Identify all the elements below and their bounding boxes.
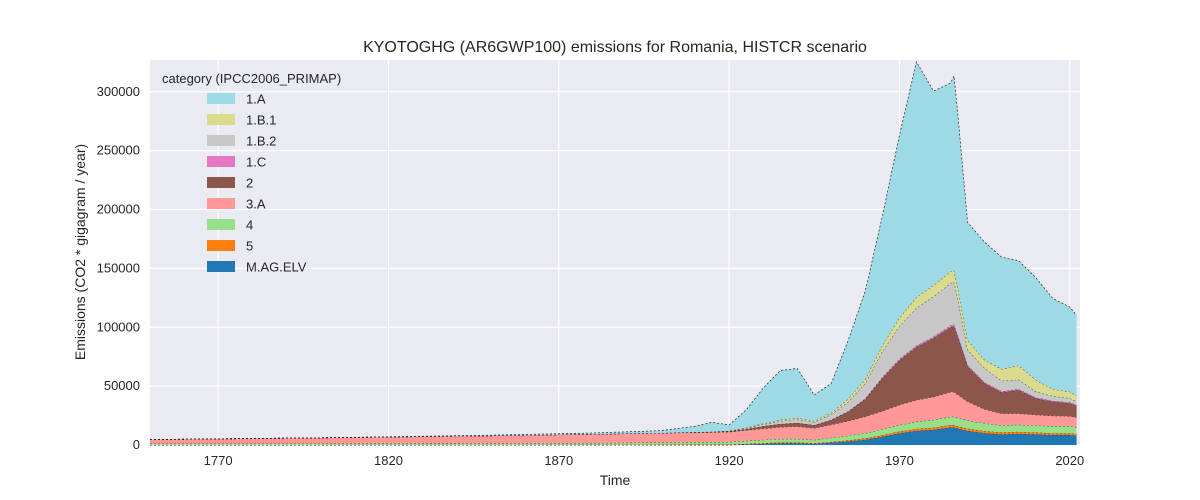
legend-swatch-1-b-2 [207, 135, 235, 146]
area-3-a [150, 392, 1077, 444]
y-tick-label: 300000 [97, 84, 140, 99]
x-tick-label: 1820 [374, 453, 403, 468]
area-edge-1-b-1 [149, 269, 1077, 440]
stacked-areas [149, 60, 1077, 446]
legend-label-3-a: 3.A [246, 197, 266, 212]
legend-label-4: 4 [246, 218, 253, 233]
legend-swatch-1-b-1 [207, 114, 235, 125]
x-axis-label: Time [600, 472, 631, 488]
legend-swatch-1-a [207, 93, 235, 104]
legend-swatch-3-a [207, 198, 235, 209]
legend-label-1-c: 1.C [246, 155, 266, 170]
legend-label-2: 2 [246, 176, 253, 191]
legend-label-1-b-2: 1.B.2 [246, 134, 276, 149]
area-4 [150, 416, 1077, 445]
legend: category (IPCC2006_PRIMAP) 1.A 1.B.1 1.B.2… [162, 71, 341, 275]
legend-swatch-m-ag-elv [207, 261, 235, 272]
area-2 [150, 326, 1077, 440]
y-tick-label: 150000 [97, 260, 140, 275]
area-1-b-2 [150, 282, 1077, 440]
legend-title: category (IPCC2006_PRIMAP) [162, 71, 341, 86]
x-tick-label: 2020 [1055, 453, 1084, 468]
x-tick-label: 1770 [204, 453, 233, 468]
x-tick-label: 1870 [544, 453, 573, 468]
y-tick-label: 100000 [97, 319, 140, 334]
legend-swatch-1-c [207, 156, 235, 167]
legend-label-1-b-1: 1.B.1 [246, 113, 276, 128]
legend-label-5: 5 [246, 239, 253, 254]
y-axis-label: Emissions (CO2 * gigagram / year) [72, 144, 88, 360]
y-tick-label: 250000 [97, 143, 140, 158]
area-1-a [150, 61, 1077, 440]
y-tick-label: 200000 [97, 202, 140, 217]
area-edge-1-a [149, 60, 1077, 440]
legend-label-m-ag-elv: M.AG.ELV [246, 260, 307, 275]
area-m-ag-elv [150, 427, 1077, 445]
x-tick-label: 1920 [715, 453, 744, 468]
legend-swatch-4 [207, 219, 235, 230]
chart-title: KYOTOGHG (AR6GWP100) emissions for Roman… [363, 39, 867, 56]
legend-label-1-a: 1.A [246, 92, 266, 107]
y-tick-label: 0 [133, 437, 140, 452]
y-tick-label: 50000 [104, 378, 140, 393]
axis-ticks: 1770 1820 1870 1920 1970 2020 0 50000 100000 1500… [97, 84, 1085, 468]
legend-swatch-5 [207, 240, 235, 251]
legend-swatch-2 [207, 177, 235, 188]
x-tick-label: 1970 [885, 453, 914, 468]
